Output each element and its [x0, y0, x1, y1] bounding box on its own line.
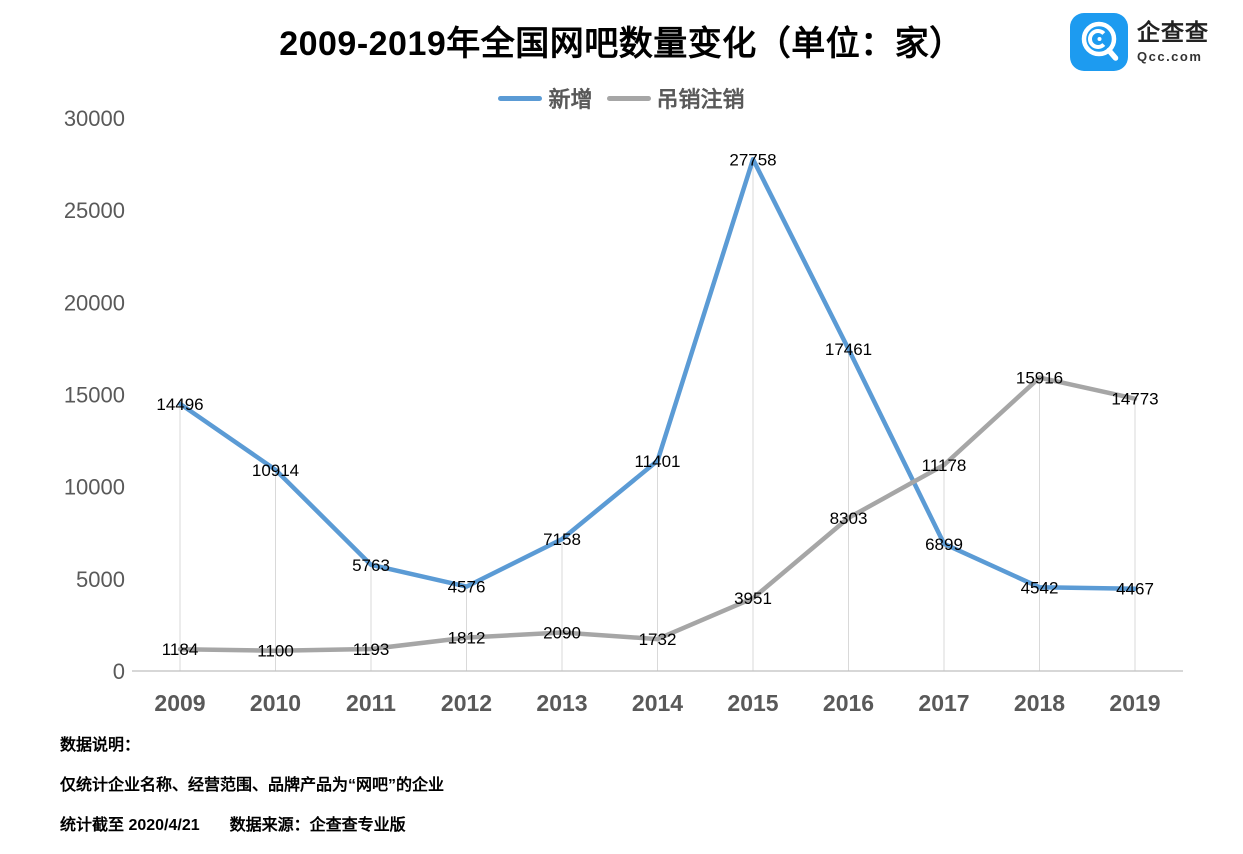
data-label-0: 4467 [1116, 580, 1154, 599]
x-tick-label: 2018 [1014, 690, 1065, 716]
x-tick-label: 2016 [823, 690, 874, 716]
qcc-logo-icon [1070, 13, 1128, 71]
y-tick-label: 0 [113, 659, 125, 684]
data-label-0: 5763 [352, 556, 390, 575]
notes-scope: 仅统计企业名称、经营范围、品牌产品为“网吧”的企业 [60, 777, 445, 794]
chart-title: 2009-2019年全国网吧数量变化（单位：家） [279, 25, 964, 63]
data-label-1: 1812 [448, 629, 486, 648]
data-label-0: 6899 [925, 535, 963, 554]
series-line-1 [177, 375, 1138, 653]
y-tick-label: 30000 [64, 106, 125, 131]
x-tick-label: 2011 [346, 690, 396, 716]
legend-label-new: 新增 [548, 87, 593, 112]
data-label-1: 8303 [830, 509, 868, 528]
y-tick-label: 20000 [64, 290, 125, 315]
data-label-0: 4576 [448, 578, 486, 597]
x-tick-label: 2012 [441, 690, 492, 716]
notes-data-source: 数据来源：企查查专业版 [229, 817, 406, 834]
chart-legend: 新增 吊销注销 [0, 82, 1243, 114]
legend-swatch-new [498, 95, 543, 101]
data-label-1: 1732 [639, 630, 677, 649]
y-tick-label: 5000 [76, 567, 125, 592]
notes-heading: 数据说明： [60, 737, 141, 754]
legend-swatch-revoked [606, 95, 651, 101]
logo-domain: Qcc.com [1137, 49, 1203, 65]
data-label-1: 2090 [543, 624, 581, 643]
chart-notes: 数据说明： 仅统计企业名称、经营范围、品牌产品为“网吧”的企业 统计截至 202… [60, 726, 444, 846]
data-label-0: 27758 [729, 150, 776, 169]
x-tick-label: 2009 [154, 690, 205, 716]
data-label-1: 3951 [734, 589, 772, 608]
y-tick-label: 15000 [64, 383, 125, 408]
x-tick-label: 2013 [536, 690, 587, 716]
data-label-1: 15916 [1016, 369, 1063, 388]
data-label-0: 10914 [252, 461, 299, 480]
data-label-0: 17461 [825, 340, 872, 359]
x-tick-label: 2017 [918, 690, 969, 716]
series-line-0 [177, 157, 1138, 591]
notes-source-line: 统计截至 2020/4/21 数据来源：企查查专业版 [60, 806, 444, 846]
data-label-1: 11178 [922, 456, 967, 475]
x-tick-label: 2019 [1109, 690, 1160, 716]
y-tick-label: 25000 [64, 198, 125, 223]
y-tick-label: 10000 [64, 475, 125, 500]
qcc-logo: 企查查 Qcc.com [1069, 12, 1209, 72]
data-label-1: 1100 [257, 642, 294, 661]
x-tick-label: 2010 [250, 690, 301, 716]
data-label-0: 7158 [543, 530, 581, 549]
legend-item-revoked: 吊销注销 [606, 82, 745, 114]
data-label-0: 4542 [1021, 578, 1059, 597]
notes-stat-deadline: 统计截至 2020/4/21 [60, 817, 200, 834]
data-label-0: 11401 [634, 452, 680, 471]
data-label-1: 14773 [1111, 390, 1158, 409]
data-label-1: 1193 [353, 640, 390, 659]
legend-item-new: 新增 [498, 82, 593, 114]
x-tick-label: 2015 [727, 690, 778, 716]
data-label-1: 1184 [162, 640, 199, 659]
logo-brand-name: 企查查 [1137, 18, 1209, 45]
qcc-logo-text: 企查查 Qcc.com [1137, 18, 1209, 65]
x-tick-label: 2014 [632, 690, 683, 716]
data-label-0: 14496 [156, 395, 203, 414]
legend-label-revoked: 吊销注销 [656, 87, 745, 112]
